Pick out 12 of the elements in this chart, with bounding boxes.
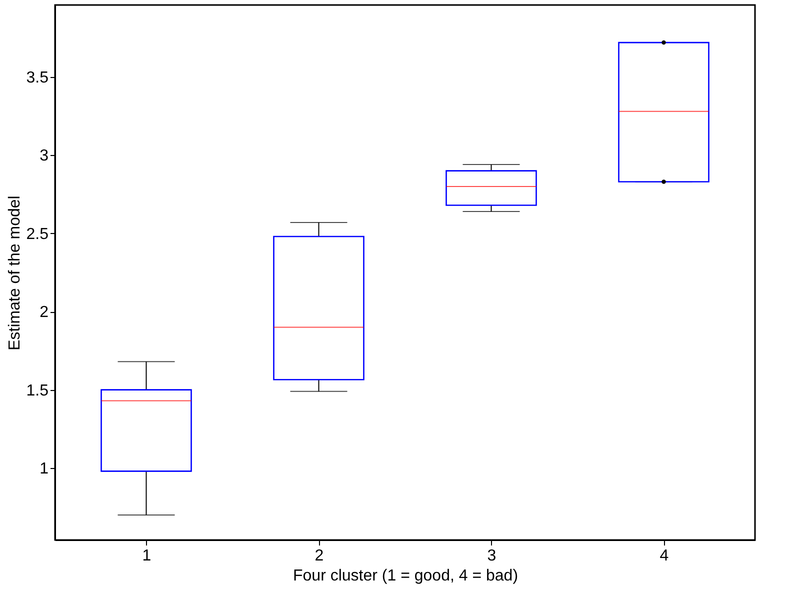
y-tick-label: 2 (40, 304, 49, 322)
x-tick-label: 4 (660, 548, 669, 564)
y-tick-label: 1 (40, 460, 49, 478)
x-tick-label: 3 (487, 548, 496, 564)
y-tick-label: 1.5 (26, 382, 49, 400)
y-axis-title: Estimate of the model (6, 196, 24, 350)
y-tick-label: 3 (40, 148, 49, 165)
x-tick-label: 1 (142, 548, 152, 564)
x-axis-title: Four cluster (1 = good, 4 = bad) (292, 568, 518, 584)
y-tick-label: 2.5 (26, 226, 49, 243)
y-tick-label: 3.5 (26, 69, 49, 86)
x-tick-label: 2 (314, 548, 324, 564)
